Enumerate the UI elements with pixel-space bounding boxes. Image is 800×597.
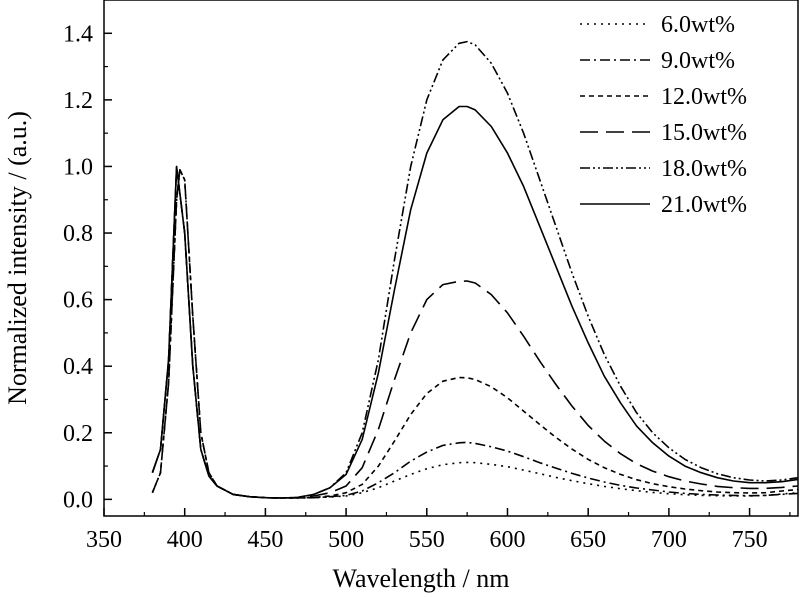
x-tick-label: 350 xyxy=(86,527,122,553)
legend-label: 21.0wt% xyxy=(661,192,747,218)
x-tick-label: 550 xyxy=(409,527,445,553)
x-tick-label: 500 xyxy=(328,527,364,553)
series-line-6 xyxy=(151,105,799,499)
x-tick-label: 750 xyxy=(732,527,768,553)
y-tick-label: 0.8 xyxy=(63,221,93,247)
y-tick-label: 1.0 xyxy=(63,154,93,180)
x-tick-label: 600 xyxy=(489,527,525,553)
legend-label: 12.0wt% xyxy=(661,84,747,110)
series-layer xyxy=(151,40,799,499)
y-tick-label: 0.0 xyxy=(63,487,93,513)
y-tick-label: 1.4 xyxy=(63,21,93,47)
x-tick-label: 400 xyxy=(167,527,203,553)
legend-label: 9.0wt% xyxy=(661,48,735,74)
legend-label: 15.0wt% xyxy=(661,120,747,146)
series-line-2 xyxy=(151,169,799,499)
ticks xyxy=(103,32,791,516)
y-axis-title: Normalized intensity / (a.u.) xyxy=(3,111,32,405)
tick-labels: 350 400 450 500 550 600 650 700 750 0.0 0.2 0.4 0.6 0… xyxy=(63,21,768,553)
y-tick-label: 0.6 xyxy=(63,288,93,314)
legend-label: 6.0wt% xyxy=(661,12,735,38)
series-line-3 xyxy=(151,169,799,499)
y-tick-label: 0.2 xyxy=(63,421,93,447)
plot-frame xyxy=(103,0,799,517)
x-tick-label: 450 xyxy=(247,527,283,553)
legend: 6.0wt% 9.0wt% 12.0wt% 15.0wt% 18.0wt% 21.0wt% xyxy=(580,12,747,218)
y-tick-label: 1.2 xyxy=(63,88,93,114)
series-line-1 xyxy=(151,169,799,499)
legend-label: 18.0wt% xyxy=(661,156,747,182)
x-tick-label: 650 xyxy=(570,527,606,553)
y-tick-label: 0.4 xyxy=(63,354,93,380)
x-axis-title: Wavelength / nm xyxy=(333,564,510,593)
x-tick-label: 700 xyxy=(651,527,687,553)
